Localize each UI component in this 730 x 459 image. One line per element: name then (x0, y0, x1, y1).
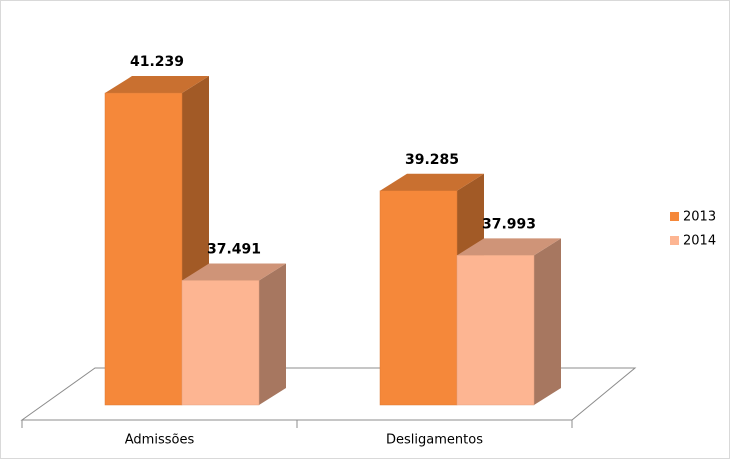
bar-top (182, 263, 286, 281)
bar (104, 92, 183, 406)
bar-side (534, 238, 561, 405)
legend-swatch (670, 236, 679, 245)
bar-top (380, 173, 484, 191)
bar-side (259, 263, 286, 405)
legend-swatch (670, 212, 679, 221)
value-label: 39.285 (405, 152, 459, 168)
value-label: 37.993 (482, 216, 536, 232)
bar-top (105, 76, 209, 94)
x-tick-label: Admissões (125, 433, 195, 448)
value-label: 37.491 (207, 241, 261, 257)
legend-label: 2013 (683, 210, 716, 225)
legend-label: 2014 (683, 234, 716, 249)
x-tick-label: Desligamentos (386, 433, 483, 448)
bar (181, 280, 260, 406)
bar (456, 255, 535, 406)
bar-top (457, 238, 561, 256)
bar (379, 190, 458, 406)
value-label: 41.239 (130, 54, 184, 70)
